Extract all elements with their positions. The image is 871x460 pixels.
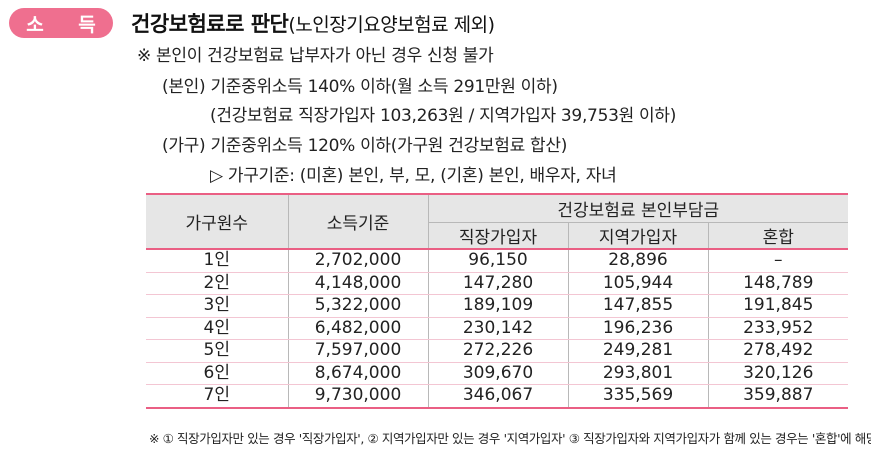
cell-income: 4,148,000 bbox=[287, 272, 428, 295]
cell-household: 5인 bbox=[146, 339, 288, 363]
cell-regional: 28,896 bbox=[567, 248, 708, 273]
cell-household: 1인 bbox=[146, 248, 288, 273]
header-regional: 지역가입자 bbox=[567, 222, 708, 249]
page-title: 건강보험료로 판단(노인장기요양보험료 제외) bbox=[131, 8, 495, 38]
cell-regional: 249,281 bbox=[567, 339, 708, 363]
header-income: 소득기준 bbox=[287, 194, 428, 249]
cell-income: 8,674,000 bbox=[287, 362, 428, 385]
cell-household: 2인 bbox=[146, 272, 288, 295]
table-body: 1인 2,702,000 96,150 28,896–2인 4,148,000 147,2… bbox=[146, 248, 849, 408]
note-line-1: ※ 본인이 건강보험료 납부자가 아닌 경우 신청 불가 bbox=[137, 46, 494, 66]
cell-mixed: 359,887 bbox=[707, 384, 849, 408]
header-workplace: 직장가입자 bbox=[427, 222, 568, 249]
note-line-5: ▷ 가구기준: (미혼) 본인, 부, 모, (기혼) 본인, 배우자, 자녀 bbox=[210, 166, 617, 186]
table-row: 1인 2,702,000 96,150 28,896– bbox=[146, 248, 849, 273]
cell-regional: 335,569 bbox=[567, 384, 708, 408]
note-line-2: (본인) 기준중위소득 140% 이하(월 소득 291만원 이하) bbox=[162, 77, 558, 97]
cell-mixed: 233,952 bbox=[707, 317, 849, 340]
table-row: 6인 8,674,000 309,670 293,801 320,126 bbox=[146, 362, 849, 385]
note-line-4: (가구) 기준중위소득 120% 이하(가구원 건강보험료 합산) bbox=[162, 136, 568, 156]
cell-income: 2,702,000 bbox=[287, 248, 428, 273]
cell-workplace: 309,670 bbox=[427, 362, 568, 385]
cell-household: 6인 bbox=[146, 362, 288, 385]
cell-household: 3인 bbox=[146, 294, 288, 318]
section-badge: 소 득 bbox=[9, 8, 113, 38]
cell-income: 5,322,000 bbox=[287, 294, 428, 318]
table-row: 5인 7,597,000 272,226 249,281 278,492 bbox=[146, 339, 849, 363]
cell-mixed: – bbox=[707, 248, 849, 273]
cell-mixed: 148,789 bbox=[707, 272, 849, 295]
cell-regional: 105,944 bbox=[567, 272, 708, 295]
cell-regional: 293,801 bbox=[567, 362, 708, 385]
cell-mixed: 278,492 bbox=[707, 339, 849, 363]
cell-workplace: 346,067 bbox=[427, 384, 568, 408]
cell-workplace: 272,226 bbox=[427, 339, 568, 363]
cell-income: 7,597,000 bbox=[287, 339, 428, 363]
header-household: 가구원수 bbox=[146, 194, 288, 249]
cell-workplace: 230,142 bbox=[427, 317, 568, 340]
cell-household: 7인 bbox=[203, 385, 230, 406]
table-row: 3인 5,322,000 189,109 147,855 191,845 bbox=[146, 294, 849, 318]
title-main: 건강보험료로 판단 bbox=[131, 12, 289, 36]
footnote: ※ ① 직장가입자만 있는 경우 '직장가입자', ② 지역가입자만 있는 경우… bbox=[149, 431, 871, 446]
header-mixed: 혼합 bbox=[707, 222, 849, 249]
cell-workplace: 96,150 bbox=[427, 248, 568, 273]
cell-mixed: 320,126 bbox=[707, 362, 849, 385]
cell-workplace: 189,109 bbox=[427, 294, 568, 318]
cell-household: 4인 bbox=[146, 317, 288, 340]
income-table: 가구원수 소득기준 건강보험료 본인부담금 직장가입자 지역가입자 혼합 1인 2… bbox=[146, 193, 849, 409]
table-row: 2인 4,148,000 147,280 105,944 148,789 bbox=[146, 272, 849, 295]
cell-regional: 147,855 bbox=[567, 294, 708, 318]
table-row: 7인 9,730,000 346,067 335,569 359,887 bbox=[146, 384, 849, 408]
title-sub: (노인장기요양보험료 제외) bbox=[288, 14, 495, 36]
cell-regional: 196,236 bbox=[567, 317, 708, 340]
cell-workplace: 147,280 bbox=[427, 272, 568, 295]
cell-mixed: 191,845 bbox=[707, 294, 849, 318]
cell-income: 6,482,000 bbox=[287, 317, 428, 340]
note-line-3: (건강보험료 직장가입자 103,263원 / 지역가입자 39,753원 이하… bbox=[210, 106, 677, 126]
table-row: 4인 6,482,000 230,142 196,236 233,952 bbox=[146, 317, 849, 340]
cell-income: 9,730,000 bbox=[287, 384, 428, 408]
header-group: 건강보험료 본인부담금 bbox=[427, 194, 849, 223]
